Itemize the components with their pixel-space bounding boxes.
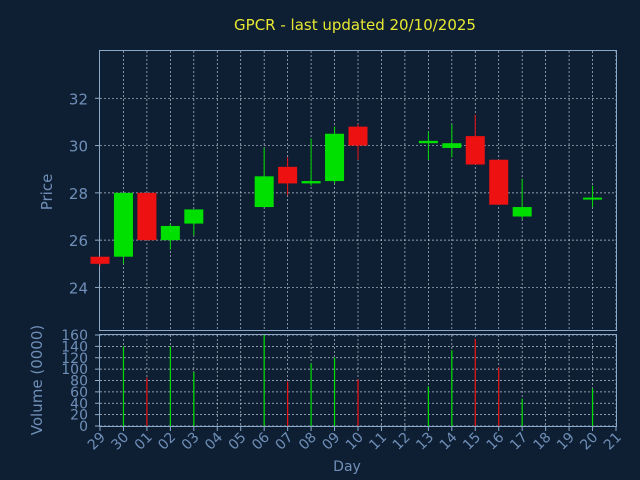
x-tick-label: 05: [226, 430, 250, 454]
candle-body: [512, 207, 532, 217]
x-tick-label: 14: [437, 429, 461, 453]
price-panel: 24 26 28 30 32 Price: [38, 50, 617, 331]
x-axis-ticks: 29 30 01 02 03 04 05 06 07 08 09 10 11 12 13 14 15 16 17 18…: [85, 426, 625, 453]
price-tick-label: 26: [69, 232, 88, 250]
candle: [301, 138, 321, 186]
price-tick-label: 30: [69, 138, 88, 156]
x-tick-label: 11: [366, 430, 390, 454]
candle: [512, 178, 532, 219]
price-tick-label: 24: [69, 279, 88, 297]
x-tick-label: 01: [132, 430, 156, 454]
candle-body: [160, 225, 180, 241]
candle-body: [465, 136, 485, 165]
price-plot-frame: [99, 50, 617, 331]
candle-body: [278, 166, 298, 184]
volume-tick-label: 40: [70, 396, 88, 412]
x-tick-label: 07: [273, 430, 297, 454]
candle-body: [489, 159, 509, 205]
volume-tick-label: 80: [70, 374, 88, 390]
x-tick-label: 04: [202, 429, 226, 453]
candle: [278, 157, 298, 196]
price-grid: [100, 51, 617, 330]
volume-bars: [122, 335, 594, 426]
x-tick-label: 29: [85, 430, 109, 454]
candle-body: [137, 192, 157, 241]
candle-body: [184, 209, 204, 224]
candle-body: [90, 256, 110, 264]
volume-tick-label: 60: [70, 385, 88, 401]
candle-body: [442, 143, 462, 148]
x-tick-label: 15: [460, 430, 484, 454]
candle: [489, 159, 509, 205]
candle-body: [113, 192, 133, 257]
x-tick-label: 06: [249, 429, 273, 453]
candle: [418, 131, 438, 160]
candle-body: [254, 176, 274, 208]
candle: [184, 209, 204, 236]
candle-body: [325, 133, 345, 182]
volume-axis-label: Volume (0000): [28, 325, 46, 435]
chart-title: GPCR - last updated 20/10/2025: [234, 16, 476, 34]
price-y-ticks: 24 26 28 30 32: [69, 90, 100, 297]
candle: [465, 114, 485, 165]
x-tick-label: 30: [108, 430, 132, 454]
x-tick-label: 19: [554, 430, 578, 454]
x-tick-label: 18: [531, 430, 555, 454]
x-tick-label: 09: [319, 430, 343, 454]
x-tick-label: 17: [507, 430, 531, 454]
candle: [137, 192, 157, 241]
price-tick-label: 32: [69, 90, 88, 108]
candle-body: [348, 126, 368, 146]
volume-tick-label: 20: [70, 408, 88, 424]
candle-body: [418, 140, 438, 144]
candle-body: [583, 197, 603, 200]
candle-body: [301, 181, 321, 184]
x-tick-label: 21: [601, 430, 625, 454]
volume-tick-label: 140: [61, 339, 88, 355]
candle: [348, 124, 368, 160]
volume-tick-label: 100: [61, 362, 88, 378]
candle: [113, 192, 133, 264]
candle: [254, 147, 274, 208]
candle: [442, 124, 462, 158]
x-tick-label: 08: [296, 430, 320, 454]
price-tick-label: 28: [69, 185, 88, 203]
x-tick-label: 02: [155, 430, 179, 454]
candle: [325, 126, 345, 184]
volume-tick-label: 160: [61, 328, 88, 344]
volume-tick-label: 0: [79, 419, 88, 435]
candle: [583, 185, 603, 208]
candle: [90, 256, 110, 267]
x-tick-label: 13: [413, 430, 437, 454]
x-tick-label: 16: [484, 429, 508, 453]
candle: [160, 223, 180, 250]
volume-tick-label: 120: [61, 351, 88, 367]
x-tick-label: 10: [343, 430, 367, 454]
candles: [90, 114, 603, 267]
x-tick-label: 20: [577, 430, 601, 454]
x-tick-label: 03: [179, 430, 203, 454]
price-axis-label: Price: [38, 174, 56, 211]
x-axis-label: Day: [333, 459, 361, 475]
x-tick-label: 12: [390, 430, 414, 454]
